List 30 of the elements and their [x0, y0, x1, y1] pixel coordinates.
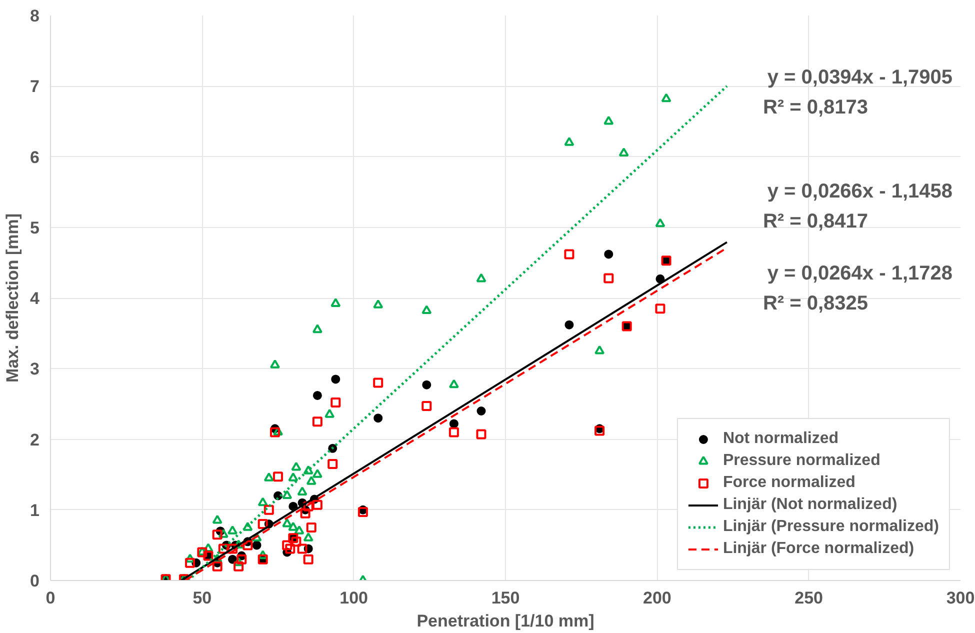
legend-label: Linjär (Not normalized): [722, 496, 898, 514]
x-tick-label: 250: [794, 588, 824, 608]
legend-label: Pressure normalized: [722, 452, 880, 470]
x-tick-label: 50: [192, 588, 212, 608]
x-axis-title: Penetration [1/10 mm]: [416, 612, 594, 630]
annotation: R² = 0,8325: [762, 292, 868, 314]
y-axis-title: Max. deflection [mm]: [3, 213, 22, 383]
annotation: R² = 0,8417: [762, 210, 868, 232]
x-tick-label: 0: [46, 588, 56, 608]
legend-label: Force normalized: [722, 474, 856, 492]
x-tick-label: 150: [491, 588, 520, 608]
y-tick-label: 0: [30, 572, 40, 590]
y-tick-label: 2: [30, 430, 40, 450]
annotation: y = 0,0266x - 1,1458: [767, 180, 952, 202]
y-tick-label: 4: [30, 289, 40, 308]
legend-label: Linjär (Pressure normalized): [722, 518, 939, 536]
y-tick-label: 6: [30, 148, 40, 167]
legend-label: Linjär (Force normalized): [722, 540, 914, 558]
annotation: y = 0,0394x - 1,7905: [767, 66, 952, 88]
y-tick-label: 3: [30, 360, 40, 379]
x-tick-label: 200: [642, 588, 672, 608]
annotation: R² = 0,8173: [762, 96, 868, 118]
x-tick-label: 300: [946, 588, 975, 608]
x-tick-label: 100: [340, 588, 368, 608]
legend-label: Not normalized: [722, 430, 838, 448]
y-tick-label: 1: [30, 500, 40, 520]
y-tick-label: 5: [30, 218, 40, 238]
y-tick-label: 8: [30, 6, 40, 26]
y-tick-label: 7: [30, 77, 40, 96]
annotation: y = 0,0264x - 1,1728: [767, 262, 952, 284]
